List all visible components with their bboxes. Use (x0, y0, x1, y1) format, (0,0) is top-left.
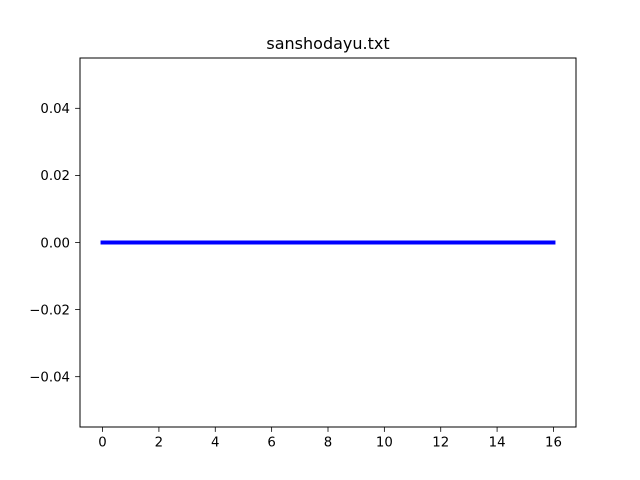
x-tick-label: 0 (98, 436, 106, 451)
x-tick-label: 8 (324, 436, 332, 451)
x-tick-label: 14 (489, 436, 506, 451)
x-tick-label: 2 (155, 436, 163, 451)
y-tick-label: −0.02 (29, 303, 70, 318)
chart-title: sanshodayu.txt (266, 34, 389, 53)
y-tick-label: 0.00 (40, 236, 70, 251)
x-tick-label: 12 (432, 436, 449, 451)
y-tick-label: −0.04 (29, 370, 70, 385)
x-tick-label: 6 (267, 436, 275, 451)
plot-frame (79, 57, 577, 428)
y-axis-ticks: 0.04 0.02 0.00 −0.02 −0.04 (29, 102, 80, 385)
y-tick-label: 0.02 (40, 169, 70, 184)
x-tick-label: 10 (376, 436, 393, 451)
x-tick-label: 4 (211, 436, 219, 451)
x-axis-ticks: 0 2 4 6 8 10 12 14 16 (98, 427, 562, 451)
y-tick-label: 0.04 (40, 102, 70, 117)
x-tick-label: 16 (545, 436, 562, 451)
